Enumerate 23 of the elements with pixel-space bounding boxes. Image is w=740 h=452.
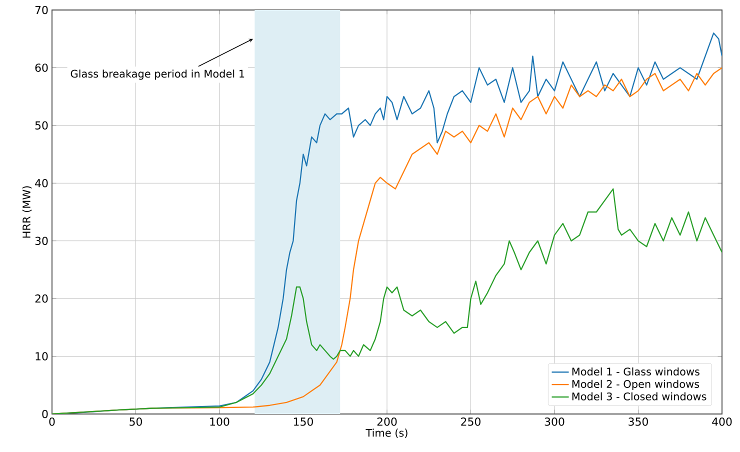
- y-tick-label: 0: [42, 410, 48, 418]
- x-tick-label: 400: [712, 418, 732, 426]
- y-axis-title: HRR (MW): [22, 186, 32, 238]
- y-tick-label: 20: [35, 294, 48, 303]
- y-tick-label: 30: [35, 236, 48, 245]
- x-tick-label: 350: [628, 418, 648, 426]
- y-tick-label: 50: [35, 121, 48, 130]
- x-tick-label: 200: [377, 418, 397, 426]
- y-tick-label: 10: [36, 352, 48, 360]
- annotation: Glass breakage period in Model 1: [70, 70, 244, 80]
- legend-label: Model 1 - Glass windows: [572, 367, 700, 376]
- y-tick-label: 70: [35, 6, 48, 14]
- x-tick-label: 0: [49, 418, 55, 426]
- x-tick-label: 150: [294, 418, 313, 426]
- legend-label: Model 3 - Closed windows: [572, 392, 706, 400]
- y-tick-label: 40: [35, 179, 48, 188]
- x-tick-label: 50: [130, 418, 142, 426]
- legend-label: Model 2 - Open windows: [572, 380, 700, 390]
- x-axis-title: Time (s): [366, 428, 408, 438]
- y-tick-label: 60: [35, 64, 48, 72]
- x-tick-label: 300: [544, 418, 564, 426]
- x-tick-label: 100: [210, 418, 230, 426]
- x-tick-label: 250: [461, 418, 480, 426]
